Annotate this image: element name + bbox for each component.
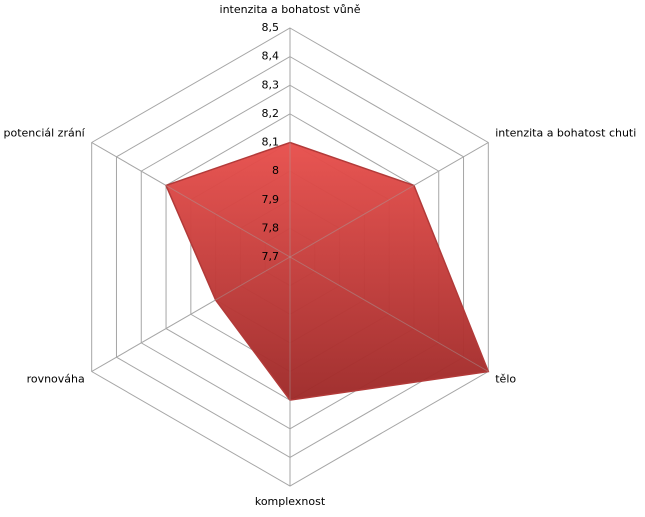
r-tick-label: 8,1 [262,136,280,149]
r-tick-label: 8,4 [262,50,280,63]
r-tick-label: 8,2 [262,107,280,120]
category-label: tělo [495,373,516,386]
r-tick-label: 8,3 [262,78,280,91]
axis-spoke-overlay [91,256,291,372]
axis-spoke-overlay [91,142,291,258]
category-label: intenzita a bohatost chuti [495,127,636,140]
r-tick-label: 7,9 [262,193,280,206]
category-label: rovnováha [27,373,85,386]
r-tick-label: 7,7 [262,250,280,263]
r-tick-label: 7,8 [262,221,280,234]
axis-spoke-overlay [289,256,489,372]
axis-spoke-overlay [289,142,489,258]
category-label: komplexnost [255,495,326,508]
category-label: intenzita a bohatost vůně [220,3,361,16]
r-tick-label: 8,5 [262,21,280,34]
r-tick-label: 8 [272,164,279,177]
data-area [165,141,490,401]
category-label: potenciál zrání [4,127,86,140]
